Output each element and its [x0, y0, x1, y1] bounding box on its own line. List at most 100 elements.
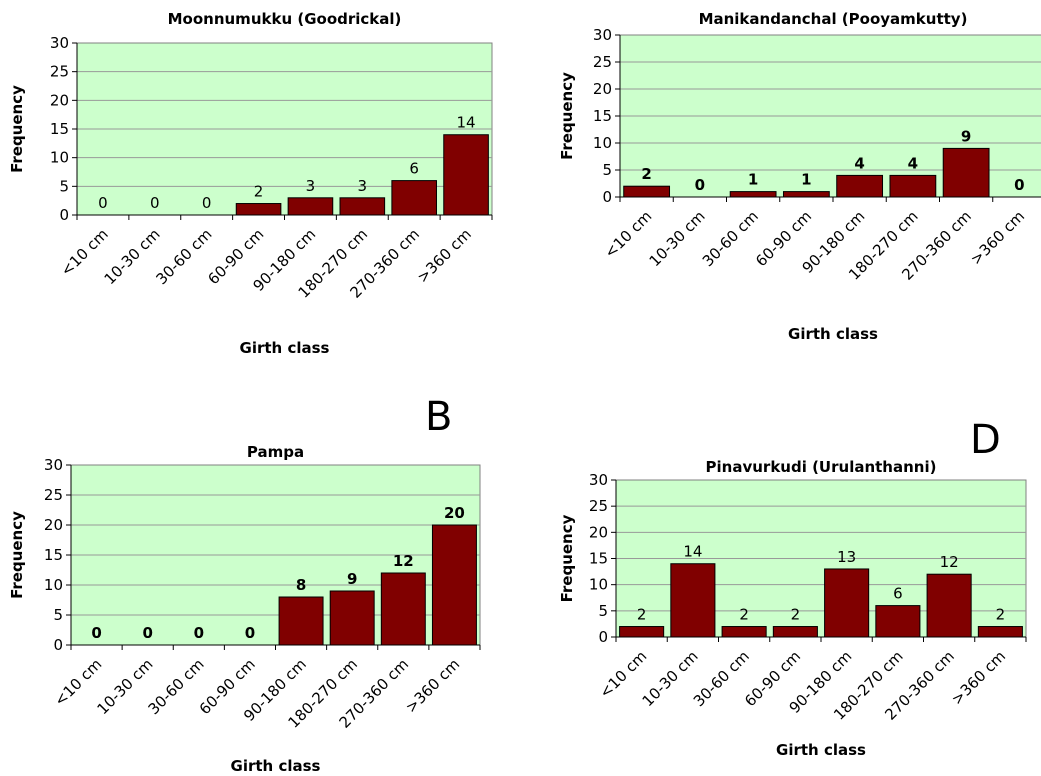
data-label: 3	[358, 177, 368, 195]
data-label: 0	[98, 194, 108, 212]
y-tick-label: 5	[598, 602, 608, 620]
data-label: 9	[961, 127, 971, 145]
y-axis-label: Frequency	[8, 85, 26, 173]
x-tick-label: >360 cm	[948, 647, 1009, 708]
bar	[977, 626, 1023, 638]
data-label: 2	[637, 606, 647, 624]
panel-letter-d: D	[970, 417, 1001, 463]
y-tick-label: 20	[44, 516, 63, 534]
data-label: 2	[739, 606, 749, 624]
x-tick-label: >360 cm	[967, 207, 1028, 268]
bar	[391, 180, 437, 216]
y-tick-label: 15	[589, 550, 608, 568]
y-axis-label: Frequency	[558, 72, 576, 160]
y-tick-label: 0	[59, 206, 69, 224]
y-tick-label: 15	[50, 120, 69, 138]
chart-title: Pinavurkudi (Urulanthanni)	[706, 458, 937, 476]
y-tick-label: 30	[50, 34, 69, 52]
y-tick-label: 0	[598, 628, 608, 646]
bar	[287, 197, 334, 216]
x-axis-label: Girth class	[776, 741, 866, 759]
y-tick-label: 15	[44, 546, 63, 564]
data-label: 0	[1014, 176, 1024, 194]
y-tick-label: 25	[589, 497, 608, 515]
bar	[623, 185, 671, 198]
data-label: 9	[347, 570, 357, 588]
y-tick-label: 30	[44, 456, 63, 474]
data-label: 0	[142, 624, 152, 642]
data-label: 0	[150, 194, 160, 212]
x-tick-label: 30-60 cm	[699, 207, 762, 270]
data-label: 13	[837, 548, 856, 566]
bar	[619, 626, 665, 638]
bar	[942, 147, 990, 198]
bar	[782, 191, 830, 198]
x-tick-label: >360 cm	[413, 225, 474, 286]
data-label: 2	[641, 165, 651, 183]
bar	[836, 174, 884, 198]
panel-letter-b: B	[425, 394, 453, 440]
data-label: 4	[854, 154, 864, 172]
y-tick-label: 5	[602, 161, 612, 179]
y-tick-label: 30	[593, 26, 612, 44]
bar	[729, 191, 777, 198]
data-label: 0	[245, 624, 255, 642]
x-tick-label: <10 cm	[601, 207, 656, 262]
y-tick-label: 25	[44, 486, 63, 504]
data-label: 12	[940, 553, 959, 571]
x-tick-label: 10-30 cm	[646, 207, 709, 270]
x-axis-label: Girth class	[231, 757, 321, 775]
data-label: 4	[908, 154, 918, 172]
data-label: 6	[893, 585, 903, 603]
bar	[772, 626, 818, 638]
data-label: 0	[202, 194, 212, 212]
y-tick-label: 10	[44, 576, 63, 594]
x-tick-label: >360 cm	[402, 655, 463, 716]
data-label: 0	[695, 176, 705, 194]
bar	[235, 203, 282, 216]
y-tick-label: 25	[50, 63, 69, 81]
bar	[329, 590, 375, 646]
chart-title: Moonnumukku (Goodrickal)	[168, 10, 402, 28]
bar	[431, 524, 477, 646]
bar	[889, 174, 937, 198]
bar	[339, 197, 386, 216]
x-axis-label: Girth class	[788, 325, 878, 343]
bar	[278, 596, 324, 646]
data-label: 14	[683, 543, 702, 561]
data-label: 6	[409, 160, 419, 178]
bar	[380, 572, 426, 646]
y-tick-label: 30	[589, 471, 608, 489]
y-tick-label: 15	[593, 107, 612, 125]
y-tick-label: 25	[593, 53, 612, 71]
y-tick-label: 10	[50, 149, 69, 167]
data-label: 1	[748, 171, 758, 189]
x-tick-label: 30-60 cm	[152, 225, 215, 288]
data-label: 8	[296, 576, 306, 594]
bar	[824, 568, 870, 638]
bar	[670, 563, 716, 638]
data-label: 0	[194, 624, 204, 642]
y-tick-label: 20	[50, 91, 69, 109]
chart-title: Pampa	[247, 443, 304, 461]
y-tick-label: 0	[53, 636, 63, 654]
x-axis-label: Girth class	[240, 339, 330, 357]
y-axis-label: Frequency	[8, 511, 26, 599]
bar	[926, 573, 972, 638]
data-label: 14	[457, 114, 476, 132]
y-tick-label: 10	[589, 576, 608, 594]
bar	[875, 605, 921, 638]
x-tick-label: 10-30 cm	[101, 225, 164, 288]
data-label: 2	[996, 606, 1006, 624]
chart-title: Manikandanchal (Pooyamkutty)	[699, 10, 968, 28]
y-tick-label: 5	[53, 606, 63, 624]
y-tick-label: 5	[59, 177, 69, 195]
data-label: 0	[91, 624, 101, 642]
y-tick-label: 20	[593, 80, 612, 98]
data-label: 3	[306, 177, 316, 195]
data-label: 1	[801, 171, 811, 189]
